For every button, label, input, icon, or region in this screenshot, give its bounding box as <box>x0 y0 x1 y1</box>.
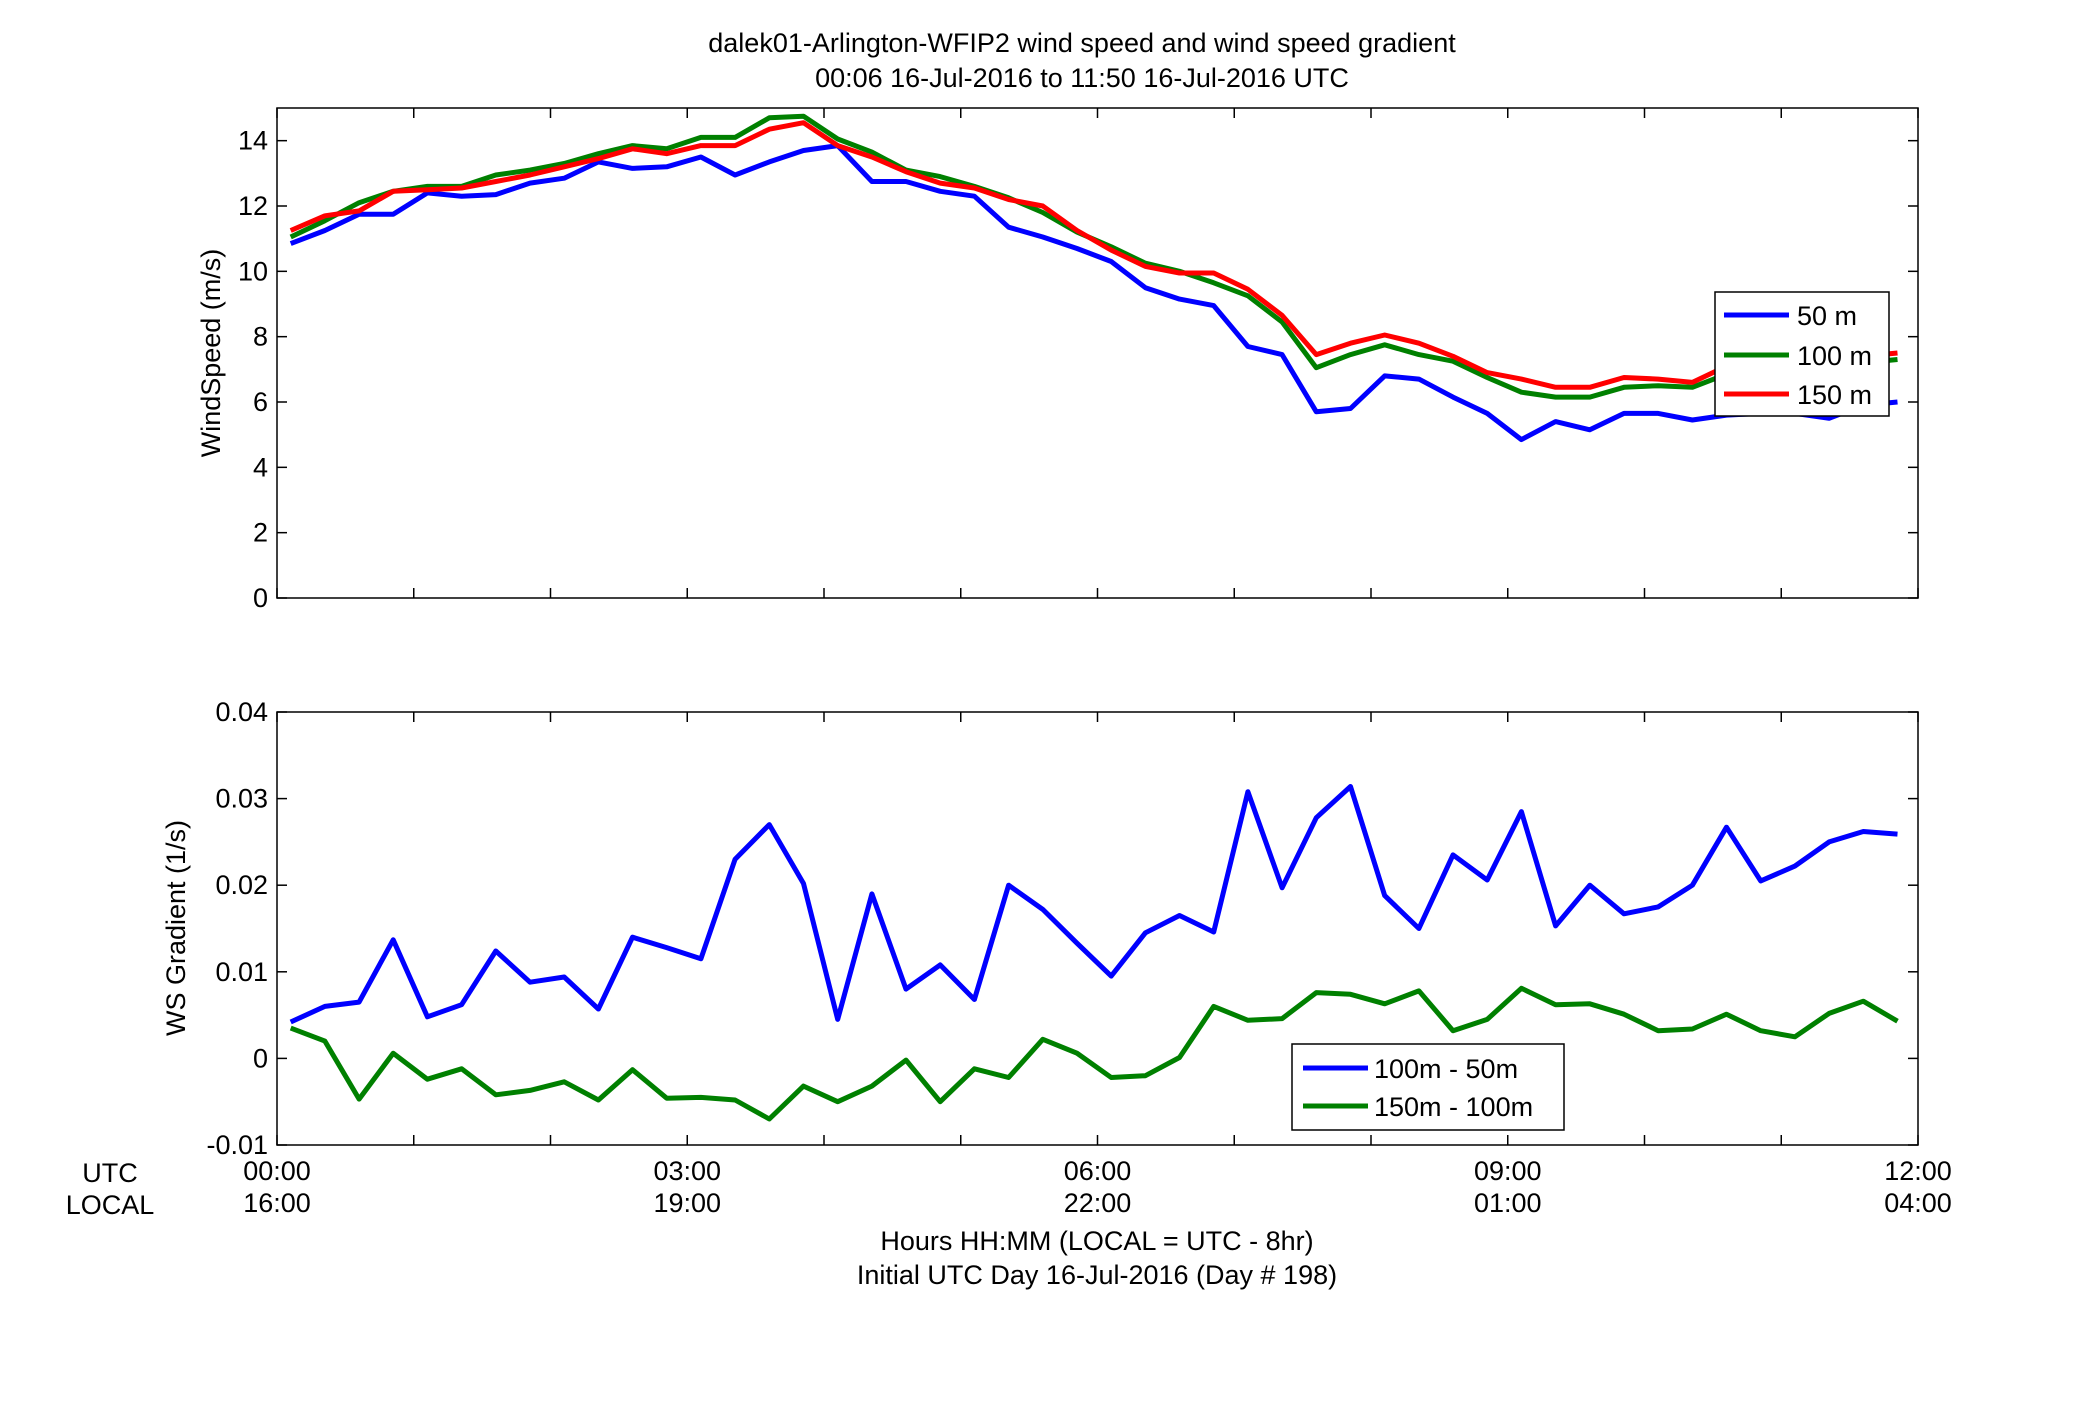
y-tick-label: 0.01 <box>215 957 268 987</box>
legend-label-100m-50m: 100m - 50m <box>1374 1054 1518 1084</box>
y-tick-label: 0 <box>253 1043 268 1073</box>
windspeed-plot-frame <box>276 107 1919 599</box>
y-tick-label: 12 <box>238 191 268 221</box>
y-tick-label: 10 <box>238 256 268 286</box>
x-tick-label-local: 16:00 <box>243 1188 311 1218</box>
local-row-label: LOCAL <box>66 1190 155 1220</box>
y-tick-label: 8 <box>253 322 268 352</box>
x-tick-label-utc: 12:00 <box>1884 1156 1952 1186</box>
gradient-ticks: -0.01 0 0.01 0.02 0.03 0.04 <box>206 697 1919 1160</box>
x-tick-label-utc: 03:00 <box>653 1156 721 1186</box>
windspeed-y-axis-label: WindSpeed (m/s) <box>196 249 226 458</box>
gradient-lines <box>289 784 1899 1122</box>
x-tick-label-local: 22:00 <box>1064 1188 1132 1218</box>
x-tick-label-utc: 06:00 <box>1064 1156 1132 1186</box>
y-tick-label: 6 <box>253 387 268 417</box>
legend-label-100m: 100 m <box>1797 341 1872 371</box>
windspeed-plot: 0 2 4 6 8 10 12 14 WindSpeed (m/s) 50 m 100 m 1… <box>196 107 1919 613</box>
gradient-legend-box <box>1291 1043 1565 1131</box>
y-tick-label: 14 <box>238 126 268 156</box>
windspeed-lines <box>289 113 1898 443</box>
windspeed-legend: 50 m 100 m 150 m <box>1714 291 1890 417</box>
legend-label-150m-100m: 150m - 100m <box>1374 1092 1533 1122</box>
x-tick-label-utc: 00:00 <box>243 1156 311 1186</box>
gradient-plot: -0.01 0 0.01 0.02 0.03 0.04 WS Gradient (1/s)… <box>161 697 1919 1160</box>
series-line-150m-100m <box>289 985 1899 1122</box>
chart-title-line2: 00:06 16-Jul-2016 to 11:50 16-Jul-2016 U… <box>815 63 1349 93</box>
series-line-150-m <box>289 120 1898 390</box>
legend-label-150m: 150 m <box>1797 380 1872 410</box>
legend-label-50m: 50 m <box>1797 301 1857 331</box>
x-axis-label-line2: Initial UTC Day 16-Jul-2016 (Day # 198) <box>857 1260 1337 1290</box>
gradient-plot-frame <box>276 711 1919 1146</box>
y-tick-label: 0.03 <box>215 784 268 814</box>
y-tick-label: 2 <box>253 518 268 548</box>
y-tick-label: -0.01 <box>206 1130 268 1160</box>
chart-title-line1: dalek01-Arlington-WFIP2 wind speed and w… <box>708 28 1456 58</box>
gradient-y-axis-label: WS Gradient (1/s) <box>161 820 191 1036</box>
y-tick-label: 0 <box>253 583 268 613</box>
windspeed-ticks: 0 2 4 6 8 10 12 14 <box>238 108 1919 613</box>
x-tick-label-utc: 09:00 <box>1474 1156 1542 1186</box>
x-tick-label-local: 01:00 <box>1474 1188 1542 1218</box>
y-tick-label: 0.04 <box>215 697 268 727</box>
y-tick-label: 0.02 <box>215 870 268 900</box>
x-tick-label-local: 19:00 <box>653 1188 721 1218</box>
y-tick-label: 4 <box>253 452 268 482</box>
x-tick-label-local: 04:00 <box>1884 1188 1952 1218</box>
x-axis-label-line1: Hours HH:MM (LOCAL = UTC - 8hr) <box>880 1226 1313 1256</box>
series-line-50-m <box>289 143 1898 443</box>
utc-row-label: UTC <box>82 1158 138 1188</box>
gradient-legend: 100m - 50m 150m - 100m <box>1291 1043 1565 1131</box>
series-line-100m-50m <box>289 784 1898 1025</box>
